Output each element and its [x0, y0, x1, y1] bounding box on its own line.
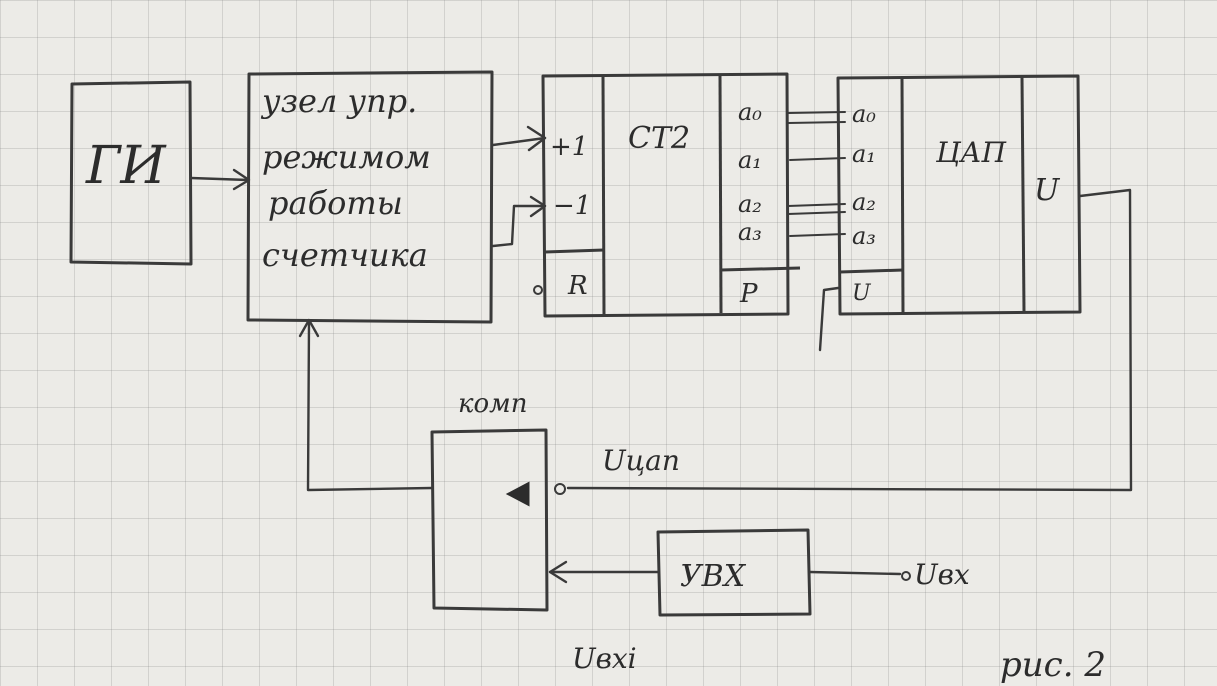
- counter-block: +1 −1 R CT2 a₀ a₁ a₂ a₃ P: [533, 72, 801, 318]
- control-line-4: счетчика: [262, 236, 428, 274]
- reset-inversion-circle: [533, 285, 543, 295]
- generator-label: ГИ: [85, 136, 167, 196]
- comparator-label: комп: [458, 389, 527, 419]
- data-bus-wires: [787, 111, 846, 352]
- input-terminal: [901, 571, 911, 581]
- control-to-counter-wires: [491, 125, 547, 248]
- control-line-2: режимом: [262, 138, 431, 176]
- gi-to-control-arrow: [189, 168, 251, 191]
- dac-input-a1: a₁: [852, 140, 876, 168]
- comparator-inverting-input: [554, 483, 566, 495]
- control-unit-block: узел упр. режимом работы счетчика: [246, 70, 494, 324]
- control-line-1: узел упр.: [260, 82, 417, 120]
- dac-output-label: U: [1034, 173, 1061, 208]
- u-in-label: Uвх: [914, 558, 970, 591]
- counter-output-a3: a₃: [738, 218, 762, 246]
- counter-input-up: +1: [550, 132, 588, 162]
- input-wire: Uвх: [808, 558, 970, 591]
- counter-output-a1: a₁: [738, 146, 762, 174]
- counter-input-down: −1: [553, 191, 591, 221]
- counter-title: CT2: [628, 121, 690, 156]
- sample-hold-block: УВХ: [656, 528, 812, 617]
- dac-input-a2: a₂: [852, 188, 876, 216]
- sample-hold-label: УВХ: [680, 559, 747, 594]
- comparator-symbol: [505, 481, 530, 507]
- counter-output-a2: a₂: [738, 190, 762, 218]
- counter-output-a0: a₀: [738, 98, 762, 126]
- figure-caption: рис. 2: [1000, 645, 1106, 685]
- dac-input-u: U: [852, 281, 872, 306]
- dac-feedback-wire: Uцап: [566, 188, 1133, 492]
- sample-hold-to-comparator-wire: [548, 560, 660, 584]
- generator-block: ГИ: [69, 80, 193, 266]
- comparator-block: комп: [430, 389, 566, 612]
- counter-carry: P: [739, 279, 758, 309]
- counter-input-reset: R: [567, 271, 588, 301]
- dac-title: ЦАП: [935, 136, 1007, 169]
- u-dac-label: Uцап: [602, 444, 680, 477]
- comparator-to-control-wire: [298, 318, 434, 492]
- dac-input-a3: a₃: [852, 222, 876, 250]
- dac-block: a₀ a₁ a₂ a₃ U ЦАП U: [836, 74, 1082, 316]
- control-line-3: работы: [268, 184, 403, 222]
- u-in-i-label: Uвхi: [572, 642, 637, 675]
- dac-input-a0: a₀: [852, 100, 876, 128]
